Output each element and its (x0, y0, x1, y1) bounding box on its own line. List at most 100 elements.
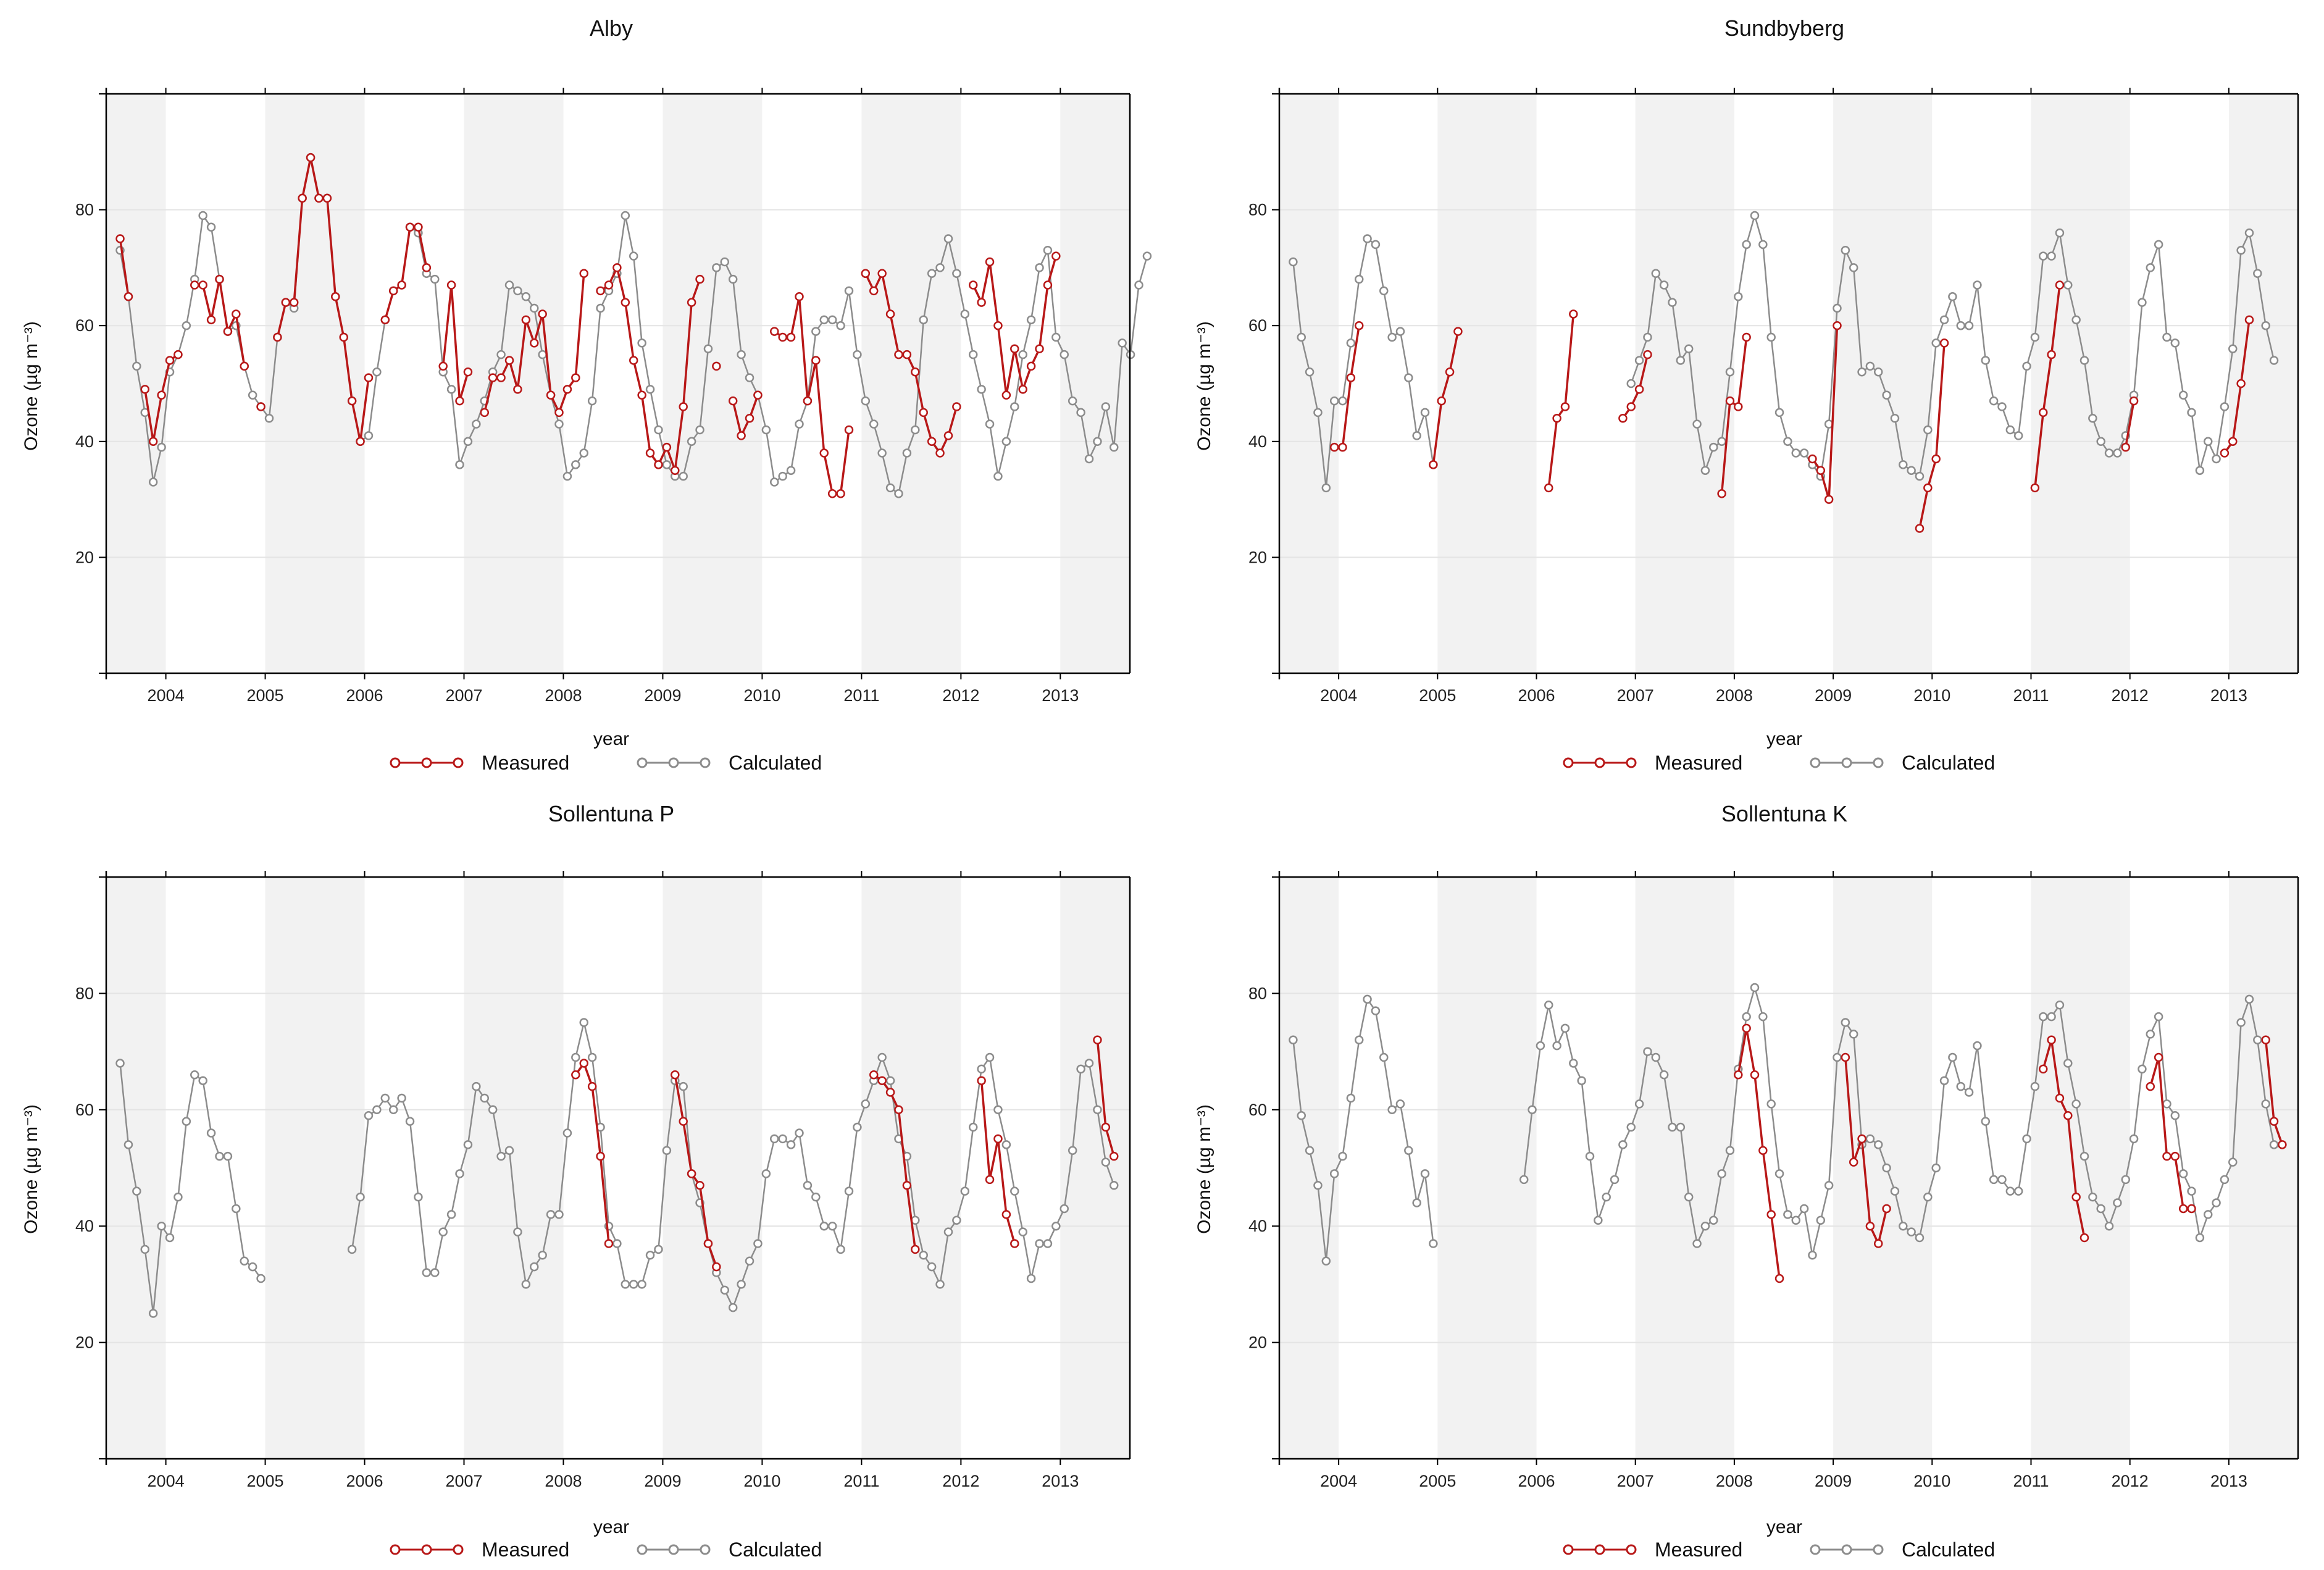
calculated-point (1118, 338, 1127, 348)
calculated-point (1060, 1204, 1069, 1214)
calculated-point (1093, 437, 1102, 447)
calculated-point (1338, 396, 1347, 406)
measured-series-line (1432, 331, 1460, 465)
calculated-point (123, 1140, 133, 1149)
calculated-point (1338, 1151, 1347, 1161)
measured-point (629, 356, 638, 365)
measured-point (1043, 280, 1053, 290)
calculated-point (248, 390, 257, 400)
y-tick-label: 20 (75, 548, 94, 566)
calculated-point (554, 419, 564, 429)
calculated-point (654, 1245, 663, 1254)
y-tick-label: 60 (75, 1101, 94, 1119)
plot-area: 20 40 60 80 2004 2005 2006 2007 2008 2009 2010 2011… (75, 88, 1152, 705)
measured-point (1329, 442, 1339, 452)
measured-point (1939, 338, 1949, 348)
calculated-point (960, 309, 970, 319)
calculated-point (712, 263, 721, 272)
calculated-point (1651, 1052, 1661, 1062)
measured-point (347, 396, 357, 406)
measured-point (770, 327, 779, 336)
calculated-point (977, 1064, 986, 1074)
calculated-point (1659, 280, 1669, 290)
calculated-point (1618, 1140, 1628, 1149)
calculated-point (2212, 454, 2221, 464)
calculated-point (2104, 448, 2114, 458)
measured-point (1010, 1239, 1019, 1248)
year-band (1635, 94, 1734, 673)
calculated-point (2079, 1151, 2089, 1161)
measured-point (165, 356, 175, 365)
calculated-point (148, 477, 158, 487)
calculated-point (2063, 1059, 2073, 1068)
panel-title: Sundbyberg (1724, 15, 1844, 41)
measured-point (579, 1059, 588, 1068)
measured-point (240, 361, 249, 371)
calculated-point (1420, 1169, 1430, 1178)
calculated-point (786, 1140, 796, 1149)
calculated-point (414, 1192, 423, 1202)
calculated-point (2038, 251, 2048, 261)
measured-series-line (1844, 1057, 1888, 1245)
calculated-point (1387, 1105, 1397, 1115)
calculated-point (1109, 442, 1119, 452)
calculated-point (737, 350, 746, 359)
measured-point (1734, 402, 1743, 411)
calculated-point (1692, 419, 1702, 429)
calculated-point (844, 1186, 854, 1196)
measured-point (753, 390, 763, 400)
calculated-point (1142, 251, 1152, 261)
measured-point (795, 292, 804, 301)
calculated-point (132, 1186, 141, 1196)
calculated-point (911, 425, 920, 435)
calculated-point (1026, 315, 1036, 325)
measured-point (1626, 402, 1636, 411)
calculated-point (2261, 1099, 2270, 1109)
y-tick-label: 60 (75, 316, 94, 335)
measured-point (728, 396, 738, 406)
calculated-point (927, 269, 937, 279)
calculated-point (993, 471, 1003, 481)
x-tick-label: 2013 (1042, 1472, 1079, 1490)
calculated-point (430, 1268, 440, 1277)
calculated-point (1808, 1251, 1817, 1260)
measured-point (579, 269, 588, 279)
calculated-point (2261, 321, 2270, 330)
calculated-point (2005, 1186, 2015, 1196)
calculated-point (1849, 1030, 1858, 1039)
calculated-point (1626, 1122, 1636, 1132)
calculated-point (1354, 274, 1364, 284)
calculated-point (232, 1204, 241, 1214)
calculated-point (654, 425, 663, 435)
calculated-point (1412, 1198, 1421, 1207)
measured-point (2047, 350, 2056, 359)
calculated-point (1552, 1041, 1561, 1051)
calculated-point (256, 1274, 265, 1283)
calculated-point (869, 419, 879, 429)
calculated-point (504, 280, 514, 290)
measured-point (529, 338, 539, 348)
measured-point (827, 489, 837, 498)
calculated-point (1043, 1239, 1053, 1248)
calculated-point (2154, 1012, 2163, 1022)
calculated-series-line (1292, 998, 1434, 1262)
calculated-point (455, 1169, 464, 1178)
calculated-point (1964, 1088, 1974, 1097)
measured-point (414, 222, 423, 232)
calculated-point (1076, 408, 1085, 418)
calculated-point (264, 414, 274, 423)
calculated-point (621, 1280, 630, 1289)
calculated-point (223, 1151, 233, 1161)
measured-point (902, 350, 912, 359)
measured-point (935, 448, 945, 458)
calculated-point (2253, 1035, 2262, 1045)
calculated-series-line (1292, 238, 1434, 489)
calculated-point (356, 1192, 365, 1202)
measured-series-line (2223, 319, 2251, 454)
year-band (1437, 94, 1537, 673)
calculated-point (1939, 1076, 1949, 1085)
legend-calculated-swatch (1810, 1544, 1884, 1555)
calculated-point (1363, 234, 1372, 243)
calculated-point (1329, 396, 1339, 406)
measured-point (1552, 414, 1561, 423)
